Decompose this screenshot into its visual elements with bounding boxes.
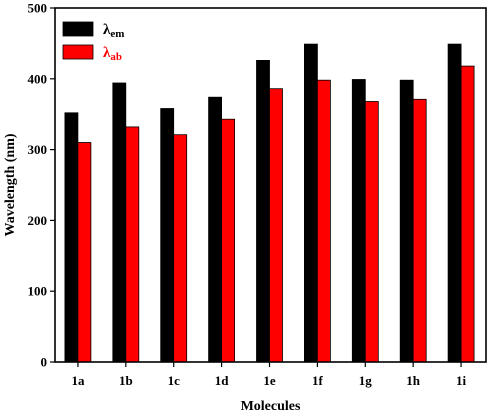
bar-em-1d <box>208 96 223 363</box>
bar-ab-1c <box>173 134 188 363</box>
bar-em-1b <box>112 82 127 363</box>
bar-ab-1i <box>460 65 475 363</box>
legend-label-em: λem <box>103 22 124 40</box>
x-tick-label-1c: 1c <box>168 373 181 388</box>
legend-label-em-sub: em <box>110 28 124 40</box>
legend-swatch-ab <box>62 44 94 60</box>
x-tick-label-1h: 1h <box>406 373 421 388</box>
bar-em-1g <box>351 79 366 363</box>
bar-ab-1e <box>269 88 283 363</box>
y-tick-label-300: 300 <box>28 142 48 157</box>
bar-em-1f <box>303 43 318 363</box>
y-tick-label-200: 200 <box>28 213 48 228</box>
x-ticks: 1a 1b 1c 1d 1e 1f 1g 1h 1i <box>71 362 466 388</box>
y-tick-label-500: 500 <box>28 1 48 16</box>
bars-layer <box>64 43 475 363</box>
legend-label-em-main: λ <box>103 22 111 38</box>
legend-label-ab-main: λ <box>103 45 111 61</box>
legend: λem λab <box>62 21 124 63</box>
x-axis-title: Molecules <box>241 399 301 414</box>
bar-em-1e <box>256 60 270 363</box>
x-tick-label-1i: 1i <box>456 373 467 388</box>
bar-ab-1f <box>316 79 331 363</box>
bar-ab-1a <box>77 142 92 363</box>
x-tick-label-1f: 1f <box>312 373 324 388</box>
legend-label-ab-sub: ab <box>110 51 122 63</box>
bar-em-1h <box>399 79 414 363</box>
x-tick-label-1d: 1d <box>215 373 230 388</box>
x-tick-label-1b: 1b <box>119 373 133 388</box>
x-tick-label-1g: 1g <box>359 373 373 388</box>
legend-label-ab: λab <box>103 45 122 63</box>
legend-swatch-em <box>62 21 94 37</box>
bar-em-1c <box>160 108 175 363</box>
bar-em-1i <box>447 43 462 363</box>
x-tick-label-1a: 1a <box>71 373 85 388</box>
y-ticks: 0 100 200 300 400 500 <box>28 1 55 370</box>
y-tick-label-400: 400 <box>28 71 48 86</box>
y-tick-label-0: 0 <box>41 355 48 370</box>
bar-ab-1b <box>125 126 140 363</box>
x-tick-label-1e: 1e <box>263 373 276 388</box>
bar-em-1a <box>64 112 79 363</box>
bar-ab-1g <box>364 101 379 363</box>
y-axis-title: Wavelength (nm) <box>3 133 18 236</box>
y-tick-label-100: 100 <box>28 284 48 299</box>
bar-ab-1h <box>412 98 427 363</box>
plot-frame <box>54 7 487 363</box>
bar-ab-1d <box>221 118 236 363</box>
